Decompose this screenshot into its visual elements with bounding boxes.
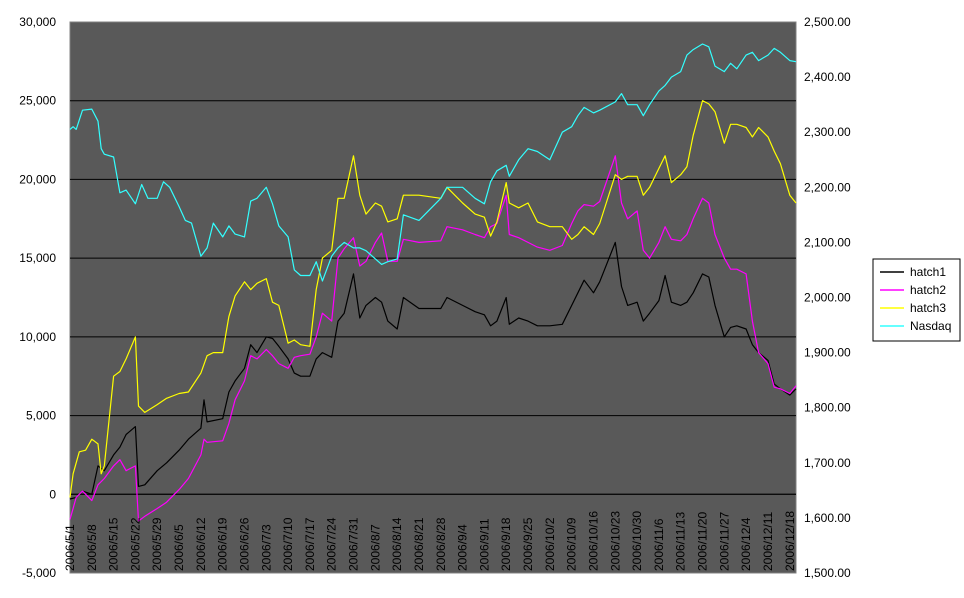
- gridlines: [70, 100, 796, 495]
- x-tick-label: 2006/6/19: [216, 517, 230, 571]
- series-line-nasdaq: [69, 43, 797, 282]
- x-tick-label: 2006/7/24: [325, 517, 339, 571]
- x-tick-label: 2006/12/11: [761, 512, 775, 571]
- series-line-hatch2: [69, 155, 797, 522]
- right-tick-label: 2,200.00: [804, 180, 851, 194]
- right-tick-label: 1,700.00: [804, 456, 851, 470]
- left-tick-label: 20,000: [19, 172, 56, 186]
- x-tick-label: 2006/7/3: [259, 524, 273, 571]
- left-tick-label: 15,000: [19, 251, 56, 265]
- left-tick-label: 5,000: [26, 409, 56, 423]
- right-tick-label: 1,600.00: [804, 511, 851, 525]
- x-tick-label: 2006/9/4: [456, 524, 470, 571]
- x-tick-label: 2006/12/18: [783, 511, 797, 571]
- x-tick-label: 2006/7/10: [281, 517, 295, 571]
- right-tick-label: 1,500.00: [804, 566, 851, 580]
- left-tick-label: 25,000: [19, 94, 56, 108]
- x-tick-label: 2006/5/15: [107, 517, 121, 571]
- right-tick-label: 2,000.00: [804, 291, 851, 305]
- x-tick-label: 2006/5/22: [128, 517, 142, 571]
- x-tick-label: 2006/8/28: [434, 517, 448, 571]
- left-tick-label: -5,000: [22, 566, 56, 580]
- x-tick-label: 2006/10/23: [608, 511, 622, 571]
- right-tick-label: 2,400.00: [804, 70, 851, 84]
- series-line-hatch3: [69, 100, 797, 498]
- plot-area: [69, 21, 797, 574]
- x-tick-label: 2006/11/20: [696, 512, 710, 571]
- x-tick-label: 2006/11/6: [652, 518, 666, 571]
- x-tick-label: 2006/7/17: [303, 517, 317, 571]
- x-tick-label: 2006/10/9: [565, 517, 579, 571]
- x-tick-label: 2006/9/11: [477, 518, 491, 571]
- x-tick-label: 2006/10/16: [586, 511, 600, 571]
- x-tick-label: 2006/6/5: [172, 524, 186, 571]
- legend: hatch1 hatch2 hatch3 Nasdaq: [872, 258, 961, 342]
- x-tick-label: 2006/11/27: [717, 512, 731, 571]
- x-tick-label: 2006/8/21: [412, 517, 426, 571]
- left-tick-label: 10,000: [19, 330, 56, 344]
- x-tick-label: 2006/5/8: [85, 524, 99, 571]
- x-tick-label: 2006/5/1: [63, 524, 77, 571]
- x-tick-label: 2006/6/26: [237, 517, 251, 571]
- x-tick-label: 2006/8/14: [390, 517, 404, 571]
- legend-label: hatch1: [910, 265, 946, 279]
- x-tick-label: 2006/6/12: [194, 517, 208, 571]
- x-tick-label: 2006/11/13: [674, 512, 688, 571]
- x-tick-label: 2006/9/25: [521, 517, 535, 571]
- left-axis-tick-labels: -5,000 0 5,000 10,000 15,000 20,000 25,000 30,0…: [19, 15, 56, 580]
- x-tick-label: 2006/9/18: [499, 517, 513, 571]
- x-axis-tick-labels: 2006/5/1 2006/5/8 2006/5/15 2006/5/22 2006/5…: [63, 511, 797, 571]
- right-axis-tick-labels: 1,500.00 1,600.00 1,700.00 1,800.00 1,900.00…: [804, 15, 851, 580]
- legend-label: hatch2: [910, 283, 946, 297]
- right-tick-label: 2,100.00: [804, 235, 851, 249]
- right-tick-label: 2,300.00: [804, 125, 851, 139]
- x-tick-label: 2006/12/4: [739, 517, 753, 571]
- series-lines: [69, 43, 797, 522]
- left-tick-label: 30,000: [19, 15, 56, 29]
- series-line-hatch1: [69, 241, 797, 500]
- legend-label: Nasdaq: [910, 319, 951, 333]
- x-tick-label: 2006/7/31: [347, 517, 361, 571]
- right-tick-label: 2,500.00: [804, 15, 851, 29]
- right-tick-label: 1,800.00: [804, 401, 851, 415]
- x-tick-label: 2006/10/2: [543, 517, 557, 571]
- left-tick-label: 0: [49, 487, 56, 501]
- legend-label: hatch3: [910, 301, 946, 315]
- right-tick-label: 1,900.00: [804, 346, 851, 360]
- x-tick-label: 2006/5/29: [150, 517, 164, 571]
- x-tick-label: 2006/8/7: [368, 524, 382, 571]
- x-tick-label: 2006/10/30: [630, 511, 644, 571]
